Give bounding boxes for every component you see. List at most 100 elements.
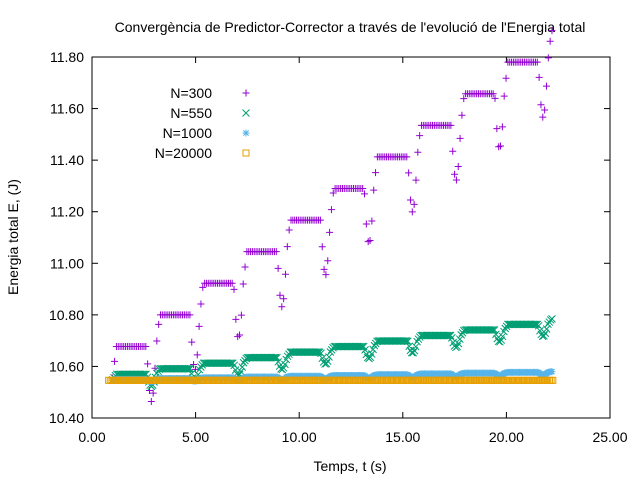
x-tick-label: 20.00 [489, 429, 524, 445]
data-point [534, 321, 543, 330]
data-point [451, 170, 459, 178]
data-point [239, 280, 247, 288]
data-point [199, 283, 207, 291]
data-point [149, 389, 157, 397]
data-point [403, 153, 411, 161]
data-point [226, 359, 235, 368]
data-point [497, 142, 505, 150]
data-point [413, 337, 421, 346]
data-point [458, 111, 466, 119]
x-tick-label: 0.00 [78, 429, 105, 445]
data-point [537, 101, 545, 109]
data-point [548, 315, 556, 323]
chart-title: Convergència de Predictor-Corrector a tr… [115, 19, 586, 35]
data-point [368, 217, 376, 225]
data-point [367, 350, 376, 358]
legend: N=300 N=550 N=1000 N=20000 [155, 85, 250, 161]
y-tick-label: 11.60 [50, 101, 84, 117]
data-point [542, 82, 550, 90]
data-point [408, 208, 416, 216]
data-point [155, 320, 163, 328]
data-point [533, 58, 541, 66]
data-point [317, 349, 325, 358]
series-N=300 [109, 27, 556, 406]
data-point [327, 206, 335, 214]
data-point [402, 337, 411, 345]
data-point [361, 190, 369, 198]
data-point [452, 176, 460, 184]
data-point [364, 238, 372, 246]
data-point [401, 337, 409, 345]
data-point [280, 295, 288, 303]
data-point [490, 326, 499, 334]
x-axis-label: Temps, t (s) [313, 458, 386, 474]
data-point [498, 332, 507, 341]
data-point [329, 189, 337, 197]
data-point [184, 364, 193, 373]
data-point [361, 345, 369, 354]
data-point [447, 121, 455, 129]
data-point [530, 320, 539, 329]
legend-marker [242, 109, 250, 117]
data-point [491, 94, 499, 102]
y-tick-label: 10.40 [49, 410, 84, 426]
y-tick-label: 11.80 [50, 49, 84, 65]
data-point [186, 311, 194, 319]
data-point [454, 162, 462, 170]
data-point [237, 311, 245, 319]
data-point [153, 337, 161, 345]
data-point [447, 333, 456, 342]
data-point [238, 363, 247, 372]
y-tick-label: 10.60 [49, 358, 84, 374]
data-point [489, 90, 497, 98]
data-point [322, 359, 331, 368]
series-N=20000 [105, 376, 557, 384]
data-point [403, 337, 412, 346]
data-point [236, 331, 244, 339]
data-point [489, 326, 498, 334]
data-point [316, 216, 324, 224]
data-point [539, 113, 547, 121]
data-point [535, 73, 543, 81]
data-point [414, 148, 422, 156]
data-point [285, 226, 293, 234]
data-point [372, 169, 380, 177]
data-point [548, 368, 556, 376]
data-point [456, 335, 464, 344]
data-point [323, 357, 332, 365]
data-point [190, 361, 198, 369]
data-point [409, 348, 417, 357]
data-point [186, 364, 195, 373]
data-point [370, 186, 378, 194]
data-point [278, 303, 286, 311]
data-point [195, 322, 203, 330]
y-tick-label: 11.20 [50, 204, 84, 220]
data-point [229, 359, 237, 368]
data-point [283, 243, 291, 251]
data-point [230, 285, 238, 293]
data-point [544, 320, 552, 329]
data-point [281, 270, 289, 278]
legend-marker [242, 89, 250, 97]
data-point [541, 106, 549, 114]
y-axis: 10.40 10.60 10.80 11.00 11.20 11.40 11.60 11.80 [49, 49, 610, 426]
y-tick-label: 11.00 [50, 255, 84, 271]
data-point [500, 92, 508, 100]
data-point [359, 185, 367, 193]
data-point [111, 357, 119, 365]
data-point [493, 125, 501, 133]
data-point [142, 342, 150, 350]
data-point [549, 376, 557, 384]
data-point [274, 357, 283, 366]
x-tick-label: 15.00 [385, 429, 420, 445]
data-point [410, 200, 418, 208]
data-point [460, 95, 468, 103]
data-point [324, 257, 332, 265]
data-point [502, 74, 510, 82]
data-point [540, 331, 548, 340]
data-point [541, 329, 550, 338]
data-point [183, 364, 192, 373]
legend-label: N=1000 [163, 125, 213, 141]
data-point [193, 351, 201, 359]
